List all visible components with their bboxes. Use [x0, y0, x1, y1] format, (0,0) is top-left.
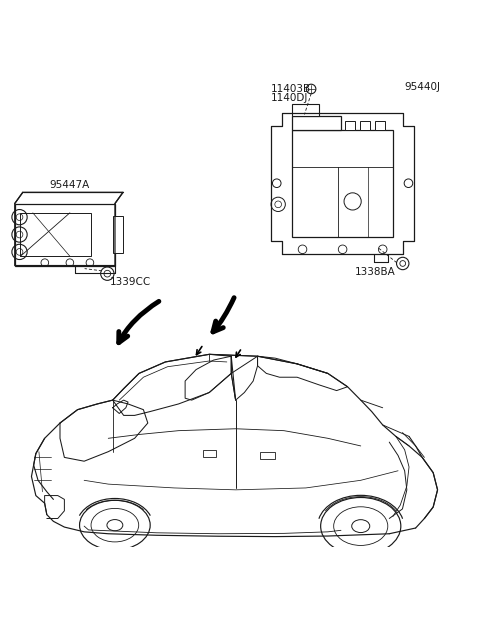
Bar: [292, 130, 393, 237]
Bar: [292, 104, 319, 115]
Bar: [21, 213, 91, 256]
Text: 1339CC: 1339CC: [110, 277, 152, 287]
Text: 11403B: 11403B: [271, 84, 311, 94]
Text: 1338BA: 1338BA: [355, 267, 396, 277]
Text: 1140DJ: 1140DJ: [271, 93, 308, 102]
Bar: [113, 216, 123, 253]
Text: 95447A: 95447A: [49, 180, 89, 191]
Bar: [203, 450, 216, 457]
Bar: [345, 120, 355, 130]
Text: 95440J: 95440J: [405, 81, 441, 91]
Bar: [375, 120, 384, 130]
Bar: [292, 115, 341, 130]
Bar: [260, 452, 275, 459]
Bar: [360, 120, 370, 130]
Bar: [15, 204, 115, 265]
